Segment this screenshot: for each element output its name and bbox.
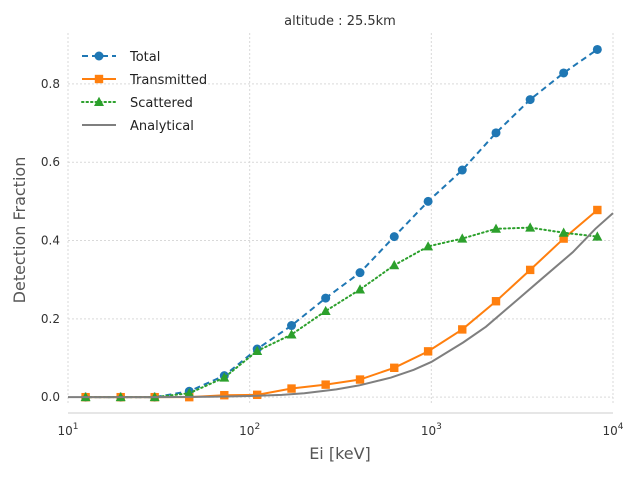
data-point-total [525,95,535,105]
x-tick-label: 103 [421,422,442,438]
legend-item-scattered: Scattered [81,96,193,111]
legend-item-analytical: Analytical [82,119,194,134]
data-point-transmitted [390,363,399,372]
legend-label-analytical: Analytical [130,119,194,134]
data-point-scattered [355,284,366,294]
legend-label-transmitted: Transmitted [129,73,207,88]
series-line-analytical [68,212,614,399]
data-point-scattered [423,241,434,251]
data-point-transmitted [458,325,467,334]
series-analytical [68,212,614,399]
data-series [68,44,614,402]
data-point-transmitted [220,391,229,400]
data-point-transmitted [355,375,365,384]
legend-marker-total [94,51,104,61]
data-point-total [457,165,467,175]
data-point-scattered [525,222,536,232]
data-point-scattered [457,233,468,243]
y-tick-label: 0.0 [41,390,60,404]
legend-label-scattered: Scattered [130,96,193,111]
data-point-transmitted [321,380,330,389]
data-point-transmitted [593,205,602,215]
data-point-scattered [491,223,502,233]
data-point-scattered [286,329,297,339]
legend-item-total: Total [82,50,160,65]
series-line-total [85,48,598,399]
data-point-scattered [219,372,230,382]
grid-lines [67,33,614,405]
y-axis-label: Detection Fraction [10,157,29,304]
series-scattered [80,222,603,402]
data-point-total [423,196,433,206]
y-tick-label: 0.6 [41,155,60,169]
legend-label-total: Total [129,50,160,65]
x-tick-label: 101 [57,422,78,438]
data-point-transmitted [525,265,535,275]
data-point-total [592,44,602,54]
data-point-scattered [592,231,603,241]
data-point-total [491,128,501,138]
data-point-total [321,293,331,303]
data-point-scattered [184,388,195,398]
data-point-scattered [252,345,263,355]
series-line-scattered [84,226,599,399]
legend-marker-scattered [94,96,104,106]
data-point-transmitted [491,297,501,306]
data-point-transmitted [287,384,296,393]
data-point-total [355,268,365,278]
data-point-transmitted [559,234,568,243]
data-point-scattered [558,227,569,237]
data-point-total [389,232,399,242]
data-point-total [559,68,569,78]
x-tick-label: 102 [239,422,260,438]
chart-title: altitude : 25.5km [284,14,396,29]
data-point-scattered [389,260,400,270]
data-point-scattered [320,305,331,316]
legend: Total Transmitted Scattered Analytical [81,50,207,134]
x-tick-label: 104 [602,422,623,438]
y-tick-label: 0.8 [41,77,60,91]
data-point-total [287,321,297,331]
data-point-transmitted [423,347,433,356]
y-tick-label: 0.2 [41,312,60,326]
axes: 101 102 103 104 0.0 0.2 0.4 0.6 0.8 [41,77,624,438]
x-axis-label: Ei [keV] [309,444,371,463]
legend-marker-transmitted [94,74,104,84]
legend-item-transmitted: Transmitted [82,73,207,88]
y-tick-label: 0.4 [41,234,60,248]
